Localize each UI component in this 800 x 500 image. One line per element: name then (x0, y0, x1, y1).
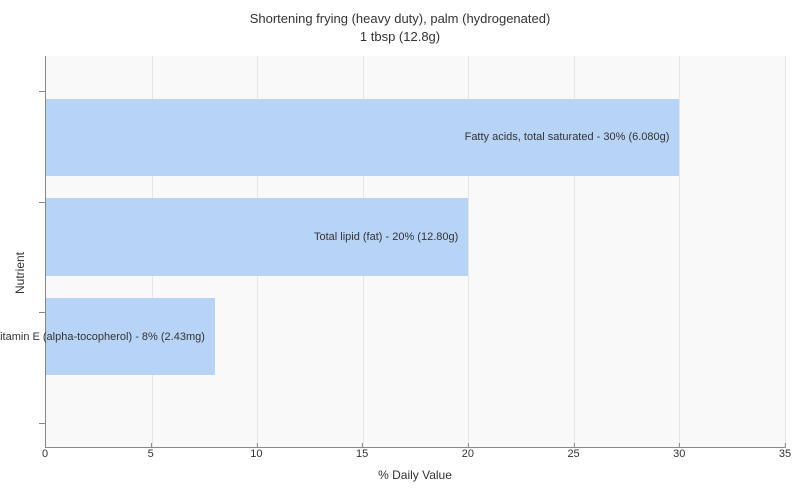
bar-label: Fatty acids, total saturated - 30% (6.08… (465, 131, 680, 143)
chart-body: Nutrient Fatty acids, total saturated - … (0, 46, 800, 500)
chart-title-line2: 1 tbsp (12.8g) (360, 29, 440, 44)
bar: Vitamin E (alpha-tocopherol) - 8% (2.43m… (46, 298, 215, 376)
chart-title-line1: Shortening frying (heavy duty), palm (hy… (250, 11, 551, 26)
x-tick: 20 (462, 448, 474, 460)
gridline (785, 56, 786, 447)
x-tick: 25 (567, 448, 579, 460)
y-axis-ticks (30, 56, 45, 490)
plot-wrap: Fatty acids, total saturated - 30% (6.08… (45, 56, 785, 490)
chart-container: Shortening frying (heavy duty), palm (hy… (0, 0, 800, 500)
gridline (679, 56, 680, 447)
chart-title: Shortening frying (heavy duty), palm (hy… (0, 0, 800, 46)
bar-label: Total lipid (fat) - 20% (12.80g) (314, 231, 468, 243)
y-axis-label: Nutrient (10, 56, 30, 490)
x-axis-ticks: 05101520253035 (45, 448, 785, 466)
x-tick: 15 (356, 448, 368, 460)
x-tick: 0 (42, 448, 48, 460)
x-tick: 5 (148, 448, 154, 460)
x-tick: 30 (673, 448, 685, 460)
bar: Total lipid (fat) - 20% (12.80g) (46, 198, 468, 276)
bar-label: Vitamin E (alpha-tocopherol) - 8% (2.43m… (0, 331, 215, 343)
x-tick: 35 (779, 448, 791, 460)
x-tick: 10 (250, 448, 262, 460)
y-axis-label-text: Nutrient (13, 252, 27, 294)
x-axis-label: % Daily Value (45, 466, 785, 490)
plot-area: Fatty acids, total saturated - 30% (6.08… (45, 56, 785, 448)
bar: Fatty acids, total saturated - 30% (6.08… (46, 99, 679, 177)
